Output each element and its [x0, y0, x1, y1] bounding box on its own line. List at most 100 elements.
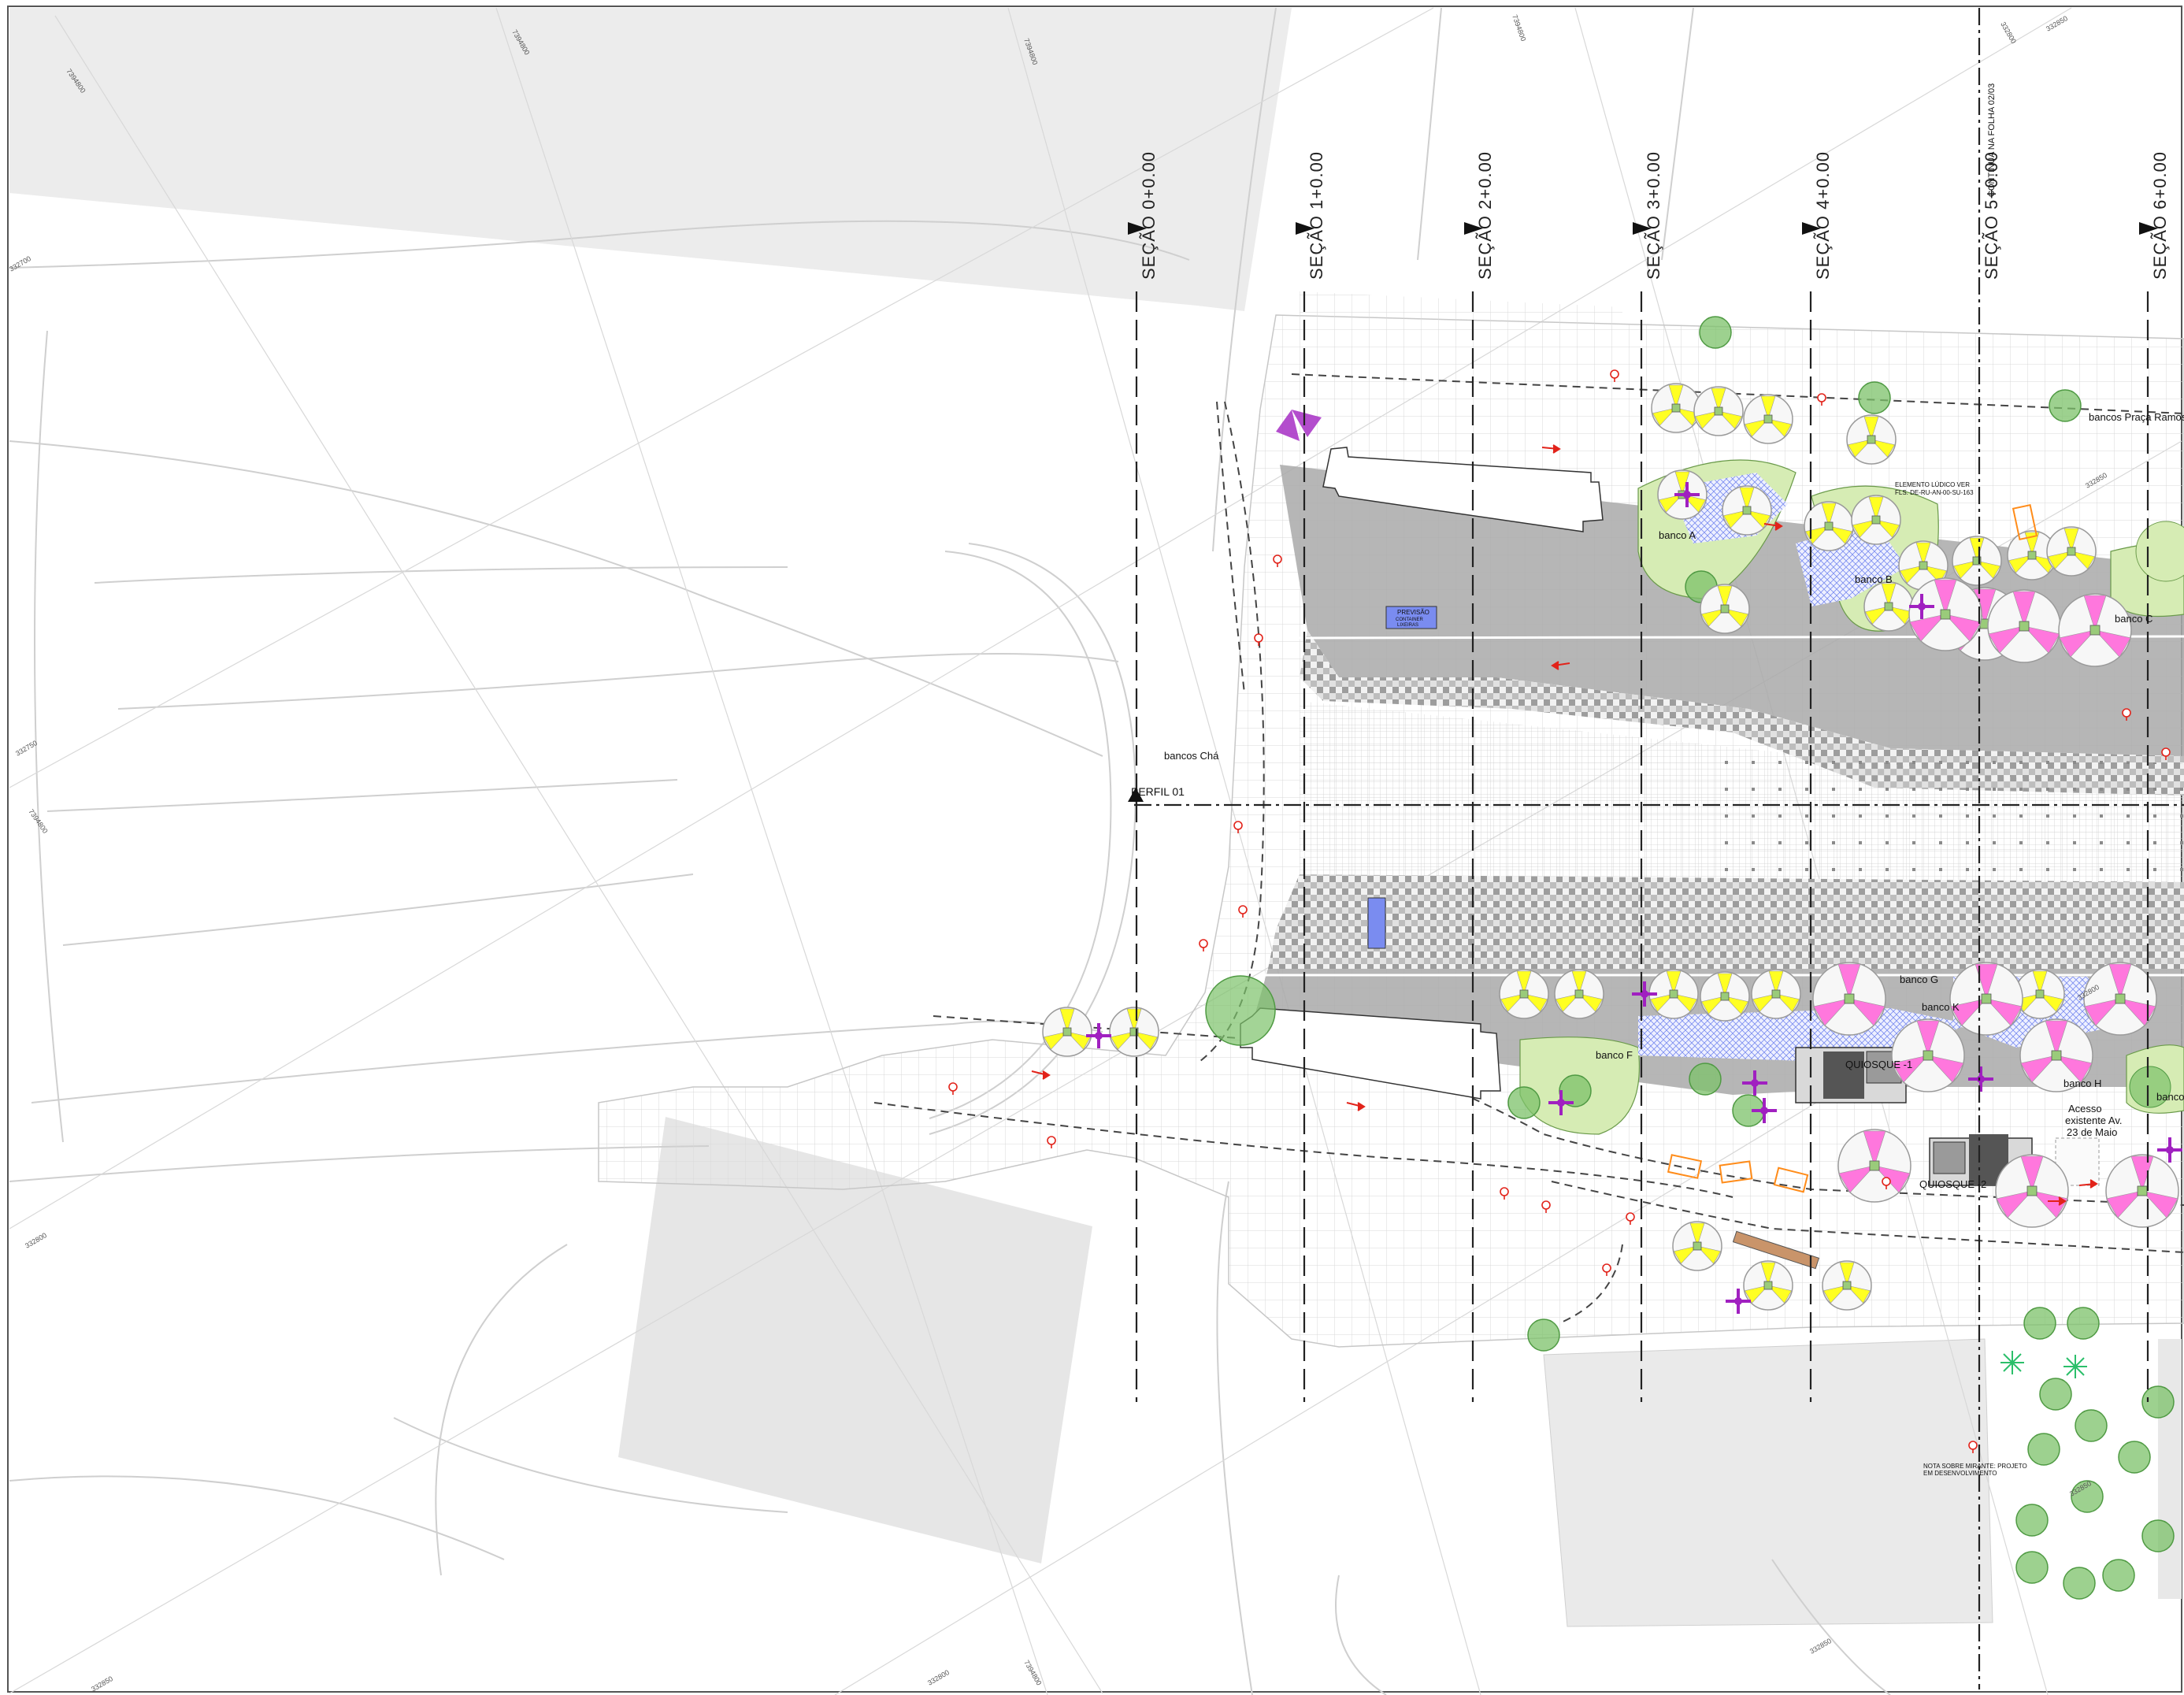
white-building-south	[1240, 1007, 1501, 1100]
umbrella-yellow-icon	[1554, 969, 1604, 1019]
umbrella-yellow-icon	[1851, 495, 1901, 545]
flow-arrow-icon	[1031, 1070, 1051, 1080]
flow-arrow-icon	[1763, 521, 1783, 531]
tree-icon	[1699, 316, 1732, 349]
tree-icon	[2075, 1409, 2108, 1442]
label-nota-2: EM DESENVOLVIMENTO	[1923, 1470, 1997, 1477]
label-banco-k: banco K	[1922, 1001, 1960, 1013]
label-banco-f: banco F	[1596, 1049, 1633, 1061]
umbrella-yellow-icon	[1743, 1260, 1793, 1311]
umbrella-yellow-icon	[1672, 1221, 1722, 1271]
tree-icon	[2039, 1378, 2072, 1411]
flow-arrows	[1031, 444, 2098, 1206]
label-banco-cut: banco	[2156, 1091, 2184, 1103]
tree-icon	[2027, 1433, 2060, 1466]
bench-strip	[1732, 1230, 1820, 1270]
umbrella-yellow-icon	[1693, 386, 1744, 436]
section-label: SEÇÃO 6+0.00	[2150, 151, 2170, 280]
south-edge-dashed	[1551, 1181, 2184, 1324]
umbrella-pink-icon	[2083, 962, 2157, 1036]
label-quiosque-2: QUIOSQUE -2	[1919, 1178, 1986, 1190]
umbrella-yellow-icon	[1042, 1007, 1092, 1057]
tree-icon	[2102, 1559, 2135, 1592]
container-box-vertical	[1367, 897, 1386, 949]
tree-icon	[2015, 1551, 2049, 1584]
label-elemento-2: FLS. DE-RU-AN-00-SU-163	[1895, 489, 1974, 496]
tree-icon	[2141, 1519, 2175, 1552]
tree-icon	[1689, 1063, 1722, 1096]
tree-icon	[2023, 1307, 2056, 1340]
section-lines	[1134, 8, 2184, 1689]
umbrella-pink-icon	[2105, 1154, 2179, 1228]
building-block-north	[9, 8, 1292, 311]
continuation-note: CONTINUA NA FOLHA 02/03	[1987, 83, 1997, 197]
label-elemento-1: ELEMENTO LÚDICO VER	[1895, 481, 1970, 488]
flow-arrow-icon	[1551, 661, 1570, 670]
building-block-south	[618, 1117, 1092, 1563]
tree-icon	[2118, 1441, 2151, 1474]
flow-arrow-icon	[2048, 1196, 2067, 1206]
umbrella-yellow-icon	[1743, 394, 1793, 444]
kiosk-1	[1795, 1047, 1907, 1103]
umbrella-pink-icon	[1949, 962, 2023, 1036]
tree-icon	[1858, 381, 1891, 414]
tree-icon	[2049, 389, 2082, 422]
umbrella-yellow-icon	[1751, 969, 1801, 1019]
palm-icon	[2000, 1351, 2024, 1374]
play-element-icon	[1276, 410, 1322, 441]
label-banco-b: banco B	[1855, 573, 1893, 585]
label-banco-h: banco H	[2063, 1077, 2101, 1089]
label-banco-a: banco A	[1659, 529, 1696, 541]
label-acesso-3: 23 de Maio	[2067, 1126, 2117, 1138]
section-labels: SEÇÃO 0+0.00 SEÇÃO 1+0.00 SEÇÃO 2+0.00 S…	[1139, 83, 2170, 280]
play-elements	[1085, 410, 2184, 1315]
section-label: SEÇÃO 1+0.00	[1307, 151, 1326, 280]
paving-dotted-field	[1701, 740, 2184, 874]
flow-arrow-icon	[1346, 1102, 1366, 1111]
palms	[2000, 1351, 2087, 1378]
tree-icon	[2129, 1066, 2171, 1108]
previsao-container-box	[1385, 606, 1437, 629]
umbrella-yellow-icon	[1822, 1260, 1872, 1311]
tree-icon	[1507, 1086, 1541, 1119]
section-label: SEÇÃO 2+0.00	[1475, 151, 1495, 280]
plaza-boundary-dashed	[873, 373, 2184, 1206]
section-label: SEÇÃO 0+0.00	[1139, 151, 1159, 280]
tree-icon	[1205, 975, 1276, 1046]
umbrella-yellow-icon	[1863, 581, 1914, 632]
section-label: SEÇÃO 4+0.00	[1813, 151, 1833, 280]
plaza-grid-north	[1300, 291, 1622, 410]
label-previsao-2: CONTAINER	[1396, 618, 1424, 622]
umbrella-yellow-icon	[1846, 414, 1897, 465]
paving-south-transition	[1268, 874, 2184, 969]
flow-arrow-icon	[1541, 444, 1561, 454]
white-building-north	[1322, 447, 1604, 532]
palm-icon	[2063, 1355, 2087, 1378]
umbrella-yellow-icon	[1109, 1007, 1159, 1057]
label-previsao-3: LIXEIRAS	[1397, 623, 1418, 628]
label-previsao-1: PREVISÃO	[1397, 609, 1429, 616]
umbrella-pink-icon	[2058, 593, 2132, 667]
flow-arrow-icon	[2078, 1179, 2098, 1189]
label-acesso-2: existente Av.	[2065, 1115, 2123, 1126]
tree-icon	[1527, 1319, 1560, 1352]
umbrella-pink-icon	[1987, 589, 2061, 663]
umbrella-pink-icon	[1837, 1129, 1911, 1203]
label-banco-g: banco G	[1900, 974, 1938, 985]
umbrella-pink-icon	[1995, 1154, 2069, 1228]
section-label: SEÇÃO 3+0.00	[1644, 151, 1663, 280]
label-nota-1: NOTA SOBRE MIRANTE: PROJETO	[1923, 1463, 2027, 1470]
place-labels: bancos Chá bancos Praça Ramos banco A ba…	[1131, 411, 2184, 1477]
umbrella-pink-icon	[1812, 962, 1886, 1036]
tree-icon	[2141, 1385, 2175, 1419]
label-acesso-1: Acesso	[2068, 1103, 2102, 1115]
tree-icon	[2015, 1504, 2049, 1537]
umbrella-yellow-icon	[1722, 485, 1772, 536]
section-label: SEÇÃO 5+0.00	[1982, 151, 2001, 280]
umbrella-pink-icon	[1891, 1018, 1965, 1092]
umbrella-yellow-icon	[1499, 969, 1549, 1019]
label-bancos-praca-ramos: bancos Praça Ramos	[2089, 411, 2184, 423]
umbrella-yellow-icon	[1952, 536, 2002, 586]
building-block-southeast	[1543, 1338, 1993, 1627]
tree-icon	[2063, 1567, 2096, 1600]
